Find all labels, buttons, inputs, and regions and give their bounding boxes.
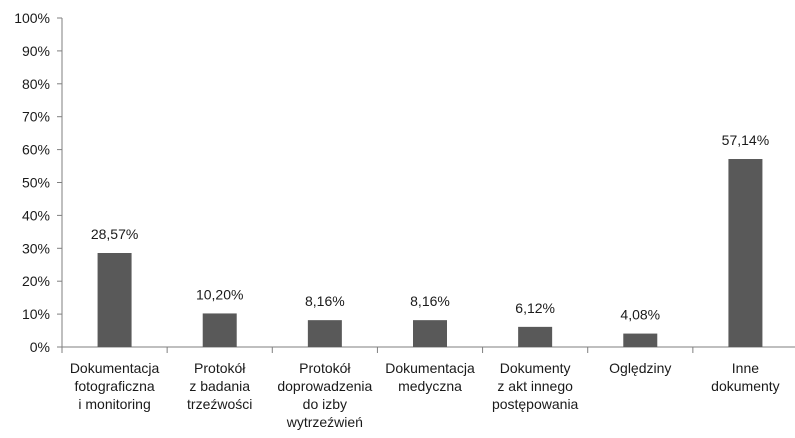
y-tick-label: 80% [22,76,50,92]
bar [623,333,658,347]
category-label: Inne dokumenty [711,360,779,394]
bar [97,253,132,347]
category-label-line: fotograficzna [74,378,154,394]
data-labels: 28,57% 10,20% 8,16% 8,16% 6,12% 4,08% 57,14% [91,132,769,323]
category-label: Protokół z badania trzeźwości [187,360,252,412]
category-label-line: wytrzeźwień [286,414,363,430]
category-label: Dokumentacja medyczna [385,360,475,394]
data-label: 10,20% [196,286,243,302]
data-label: 8,16% [410,293,450,309]
x-axis [61,346,795,353]
bar [518,326,553,347]
y-tick-label: 20% [22,273,50,289]
bar [413,320,447,347]
y-tick-label: 30% [22,240,50,256]
category-label: Dokumentacja fotograficzna i monitoring [70,360,160,412]
y-tick-label: 0% [30,339,50,355]
category-label-line: doprowadzenia [277,378,372,394]
category-label-line: trzeźwości [187,396,252,412]
bar [728,159,763,347]
category-label: Dokumenty z akt innego postępowania [492,360,579,412]
category-label-line: Dokumentacja [70,360,160,376]
bar [202,313,237,347]
data-label: 8,16% [305,293,345,309]
category-labels: Dokumentacja fotograficzna i monitoring Pro… [70,360,780,430]
bars [97,159,763,347]
category-label-line: i monitoring [78,396,150,412]
y-tick-label: 40% [22,207,50,223]
category-label-line: z akt innego [497,378,573,394]
y-tick-label: 70% [22,109,50,125]
y-tick-label: 100% [14,10,50,26]
category-label-line: medyczna [398,378,462,394]
data-label: 28,57% [91,226,138,242]
y-tick-label: 90% [22,43,50,59]
category-label-line: Dokumentacja [385,360,475,376]
category-label-line: Protokół [194,360,246,376]
category-label-line: do izby [303,396,347,412]
y-tick-label: 60% [22,142,50,158]
y-axis: 0% 10% 20% 30% 40% 50% 60% 70% 80% 90% 100% [14,10,63,355]
category-label-line: Protokół [299,360,351,376]
category-label: Protokół doprowadzenia do izby wytrzeźwień [277,360,372,430]
y-tick-label: 10% [22,306,50,322]
category-label-line: Inne [732,360,759,376]
category-label-line: z badania [189,378,250,394]
data-label: 4,08% [620,307,660,323]
data-label: 6,12% [515,300,555,316]
data-label: 57,14% [722,132,769,148]
y-tick-label: 50% [22,175,50,191]
bar [307,320,342,347]
category-label-line: Dokumenty [500,360,571,376]
category-label-line: dokumenty [711,378,779,394]
category-label-line: postępowania [492,396,579,412]
category-label: Oględziny [609,360,671,376]
category-label-line: Oględziny [609,360,671,376]
